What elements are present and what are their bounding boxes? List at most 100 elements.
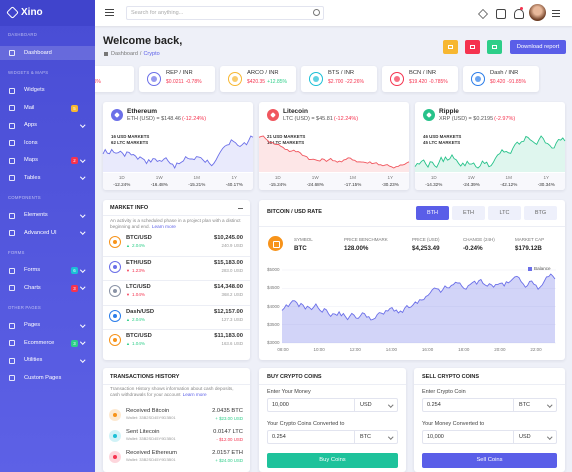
market-volume: 163.6 USD (221, 341, 243, 346)
section-label: OTHER PAGES (8, 304, 41, 310)
input-value: 0.254 (272, 434, 286, 440)
icon-glyph (492, 45, 497, 49)
coin-markets: 62 LTC MARKETS (111, 140, 149, 145)
menu-item[interactable]: Utilities (24, 357, 43, 363)
coin-rate-line: LTC (USD) = $45.81(-12.24%) (283, 116, 358, 123)
ticker-change: -0.78% (185, 79, 202, 85)
menu-badge: 6 (71, 267, 78, 274)
market-volume: 127.3 USD (221, 316, 243, 322)
change-arrow: ▼ (126, 292, 130, 297)
menu-item[interactable]: Dashboard (24, 49, 52, 56)
topbar-icon[interactable] (514, 9, 524, 19)
menu-item[interactable]: Apps (24, 122, 37, 128)
divider (259, 226, 565, 227)
section-label: DASHBOARD (8, 32, 38, 37)
menu-icon (9, 322, 15, 329)
input[interactable] (267, 398, 398, 412)
divider (103, 304, 250, 306)
y-tick-label: $4500 (267, 285, 280, 291)
menu-item[interactable]: Forms (24, 267, 41, 273)
unit-select[interactable]: BTC (519, 402, 530, 408)
coin-stat-value: -12.24% (113, 182, 131, 187)
divider (259, 384, 406, 385)
y-tick-label: $5000 (267, 267, 280, 272)
search-box[interactable] (126, 6, 324, 20)
icon-button[interactable] (487, 40, 502, 54)
divider (103, 329, 250, 330)
topbar-icon[interactable] (496, 9, 506, 19)
coin-name: Ripple (439, 108, 459, 115)
ticker-icon-core (313, 76, 319, 82)
learn-more-link[interactable]: Learn more (182, 391, 207, 397)
ticker-change: -22.26% (345, 79, 364, 85)
input[interactable] (422, 398, 557, 412)
x-tick-label: 22:00 (530, 347, 542, 352)
collapse-icon (238, 208, 243, 209)
menu-item[interactable]: Widgets (24, 87, 45, 93)
coin-stat-value: -14.32% (425, 182, 443, 187)
field-label: Enter Your Money (267, 389, 311, 395)
more-line (552, 10, 560, 12)
menu-item[interactable]: Advanced UI (24, 229, 57, 236)
menu-item[interactable]: Ecommerce (24, 339, 55, 346)
tab[interactable]: BTH (416, 206, 449, 220)
unit-select[interactable]: BTC (360, 434, 371, 440)
breadcrumb-item: Crypto (143, 51, 160, 57)
description-text: An activity is a scheduled phase in a pr… (110, 218, 241, 229)
change-arrow: ▲ (126, 341, 130, 346)
tab[interactable]: BTG (524, 206, 557, 220)
avatar[interactable] (529, 4, 546, 21)
coin-change: (-12.24%) (333, 116, 359, 122)
ticker-icon (147, 72, 161, 86)
coin-icon-core (113, 289, 117, 293)
download-button[interactable]: Download report (510, 40, 566, 54)
stat-label: CHANGE (24H) (463, 237, 495, 242)
menu-line (105, 12, 114, 14)
card-description: Transaction History shows information ab… (110, 386, 242, 397)
tx-icon-core (113, 455, 117, 459)
x-tick-label: 10:00 (313, 347, 325, 352)
menu-item[interactable]: Icons (24, 139, 38, 146)
submit-button[interactable]: Sell Coins (422, 453, 557, 468)
menu-item[interactable]: Pages (24, 322, 41, 328)
menu-icon (9, 267, 15, 274)
input-value: 10,000 (427, 434, 444, 440)
y-tick-label: $3500 (267, 321, 280, 327)
input-value: 10,000 (272, 402, 289, 408)
icon-button[interactable] (465, 40, 480, 54)
icon-button[interactable] (443, 40, 458, 54)
unit-select[interactable]: USD (519, 434, 531, 440)
menu-icon (9, 375, 15, 381)
tab[interactable]: LTC (488, 206, 521, 220)
tx-amount: 2.0435 BTC (212, 408, 243, 414)
field-label: Enter Crypto Coin (422, 389, 466, 395)
submit-button[interactable]: Buy Coins (267, 453, 398, 468)
menu-item[interactable]: Charts (24, 284, 41, 291)
ticker-pair: Dash / INR (490, 70, 519, 76)
menu-icon (9, 212, 15, 219)
section-label: COMPONENTS (8, 194, 41, 200)
unit-select[interactable]: USD (360, 402, 372, 408)
ticker-change: -0.785% (429, 79, 448, 85)
learn-more-link[interactable]: Learn more (151, 223, 176, 229)
market-change: ▲ 2.04% (126, 317, 145, 323)
menu-item[interactable]: Elements (24, 212, 48, 218)
ticker-pair: BCN / INR (409, 70, 437, 76)
coin-stat-value: -24.39% (462, 182, 480, 187)
menu-item[interactable]: Tables (24, 174, 41, 181)
coin-icon (109, 334, 121, 346)
input[interactable] (267, 430, 398, 444)
card-description: An activity is a scheduled phase in a pr… (110, 218, 242, 229)
tab[interactable]: ETH (452, 206, 485, 220)
menu-item[interactable]: Maps (24, 157, 38, 163)
ticker-icon-core (394, 76, 400, 82)
legend-swatch (528, 267, 532, 271)
input[interactable] (422, 430, 557, 444)
menu-item[interactable]: Mail (24, 104, 35, 111)
menu-item[interactable]: Custom Pages (24, 374, 62, 381)
ticker-icon (471, 72, 485, 86)
search-placeholder: Search for anything... (131, 10, 184, 16)
coin-stats-bg (415, 173, 565, 190)
change-arrow: ▲ (126, 316, 130, 322)
change-value: 1.04% (131, 341, 145, 346)
